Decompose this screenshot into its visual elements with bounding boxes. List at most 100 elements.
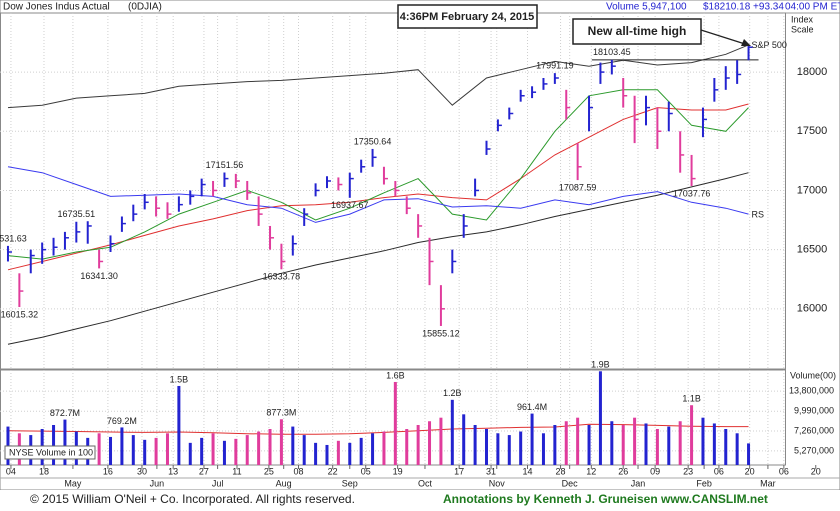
x-tick-label: 06 (714, 466, 724, 476)
volume-bar (530, 413, 534, 465)
volume-bar (382, 431, 386, 465)
volume-bar (371, 433, 375, 465)
y-tick-label: 18000 (797, 66, 828, 78)
x-tick-label: Jan (631, 478, 646, 488)
volume-label: 1.2B (443, 388, 462, 398)
x-tick-label: 22 (328, 466, 338, 476)
volume-bar (222, 440, 226, 465)
volume-bar (393, 381, 397, 465)
y-tick-label: 17000 (797, 184, 828, 196)
low-label: 16341.30 (80, 271, 118, 281)
x-tick-label: Mar (760, 478, 776, 488)
high-label: 17991.19 (536, 60, 574, 70)
volume-bar (747, 443, 751, 465)
volume-bar (553, 424, 557, 465)
volume-bar (473, 424, 477, 465)
timestamp: 4:36PM February 24, 2015 (400, 11, 535, 23)
x-tick-label: 26 (618, 466, 628, 476)
volume-bar (621, 424, 625, 465)
volume-label: 1.5B (170, 374, 189, 384)
volume-bar (211, 433, 215, 465)
x-tick-label: 13 (168, 466, 178, 476)
low-label: 16333.78 (263, 272, 301, 282)
volume-bar (541, 433, 545, 465)
volume-bar (644, 423, 648, 465)
volume-bar (712, 423, 716, 465)
volume-bar (724, 429, 728, 465)
price-panel (0, 12, 786, 370)
volume-bar (120, 427, 124, 465)
annotation-arrow (700, 29, 746, 45)
volume-bar (598, 371, 602, 465)
volume-bar (52, 424, 56, 465)
volume-bar (701, 417, 705, 465)
timestamp-box (397, 4, 538, 29)
volume-bar (439, 417, 443, 465)
volume-label: 1.9B (591, 360, 610, 370)
credit: Annotations by Kenneth J. Gruneisen www.… (443, 492, 768, 506)
volume-bar (690, 405, 694, 465)
frame (0, 0, 840, 491)
volume-bar (564, 421, 568, 465)
volume-bar (268, 429, 272, 465)
x-tick-label: Jun (150, 478, 165, 488)
x-tick-label: 30 (137, 466, 147, 476)
volume-bar (291, 426, 295, 465)
volume-bar (610, 421, 614, 465)
price-text: $18210.18 +93.34 (703, 2, 784, 13)
x-tick-label: Sep (342, 478, 358, 488)
scale-label: Index (791, 14, 814, 24)
volume-bar (678, 421, 682, 465)
volume-bar (507, 435, 511, 465)
volume-bar (165, 433, 169, 465)
x-tick-label: Nov (489, 478, 506, 488)
low-label: 17087.59 (559, 182, 597, 192)
x-tick-label: 17 (454, 466, 464, 476)
volume-tick-label: 7,260,000 (794, 425, 834, 435)
y-tick-label: 16500 (797, 244, 828, 256)
x-tick-label: Oct (418, 478, 433, 488)
x-tick-label: Aug (276, 478, 292, 488)
high-label: 17350.64 (354, 136, 392, 146)
x-tick-label: 18 (39, 466, 49, 476)
x-tick-label: Jul (212, 478, 224, 488)
overlay-line (7, 166, 749, 223)
volume-label: 769.2M (107, 416, 137, 426)
y-tick-label: 16000 (797, 303, 828, 315)
volume-bar (655, 429, 659, 465)
volume-tick-label: 9,990,000 (794, 406, 834, 416)
volume-bar (416, 424, 420, 465)
x-tick-label: 20 (745, 466, 755, 476)
volume-bar (519, 431, 523, 465)
overlay-line (7, 44, 749, 109)
volume-bar (177, 385, 181, 465)
footer (0, 490, 840, 511)
low-label: 17037.76 (673, 188, 711, 198)
volume-bar (314, 442, 318, 465)
volume-label: 872.7M (50, 408, 80, 418)
volume-bar (200, 437, 204, 465)
volume-bar (484, 429, 488, 465)
x-tick-label: 20 (811, 466, 821, 476)
volume-bar (450, 399, 454, 465)
volume-label: 877.3M (266, 408, 296, 418)
volume-bar (496, 433, 500, 465)
volume-label: 1.6B (386, 370, 405, 380)
overlay-line (7, 89, 749, 260)
high-label: 17151.56 (206, 160, 244, 170)
x-tick-label: 05 (361, 466, 371, 476)
low-label: 16015.32 (1, 309, 39, 319)
time-text: 04:00 PM ET (785, 2, 840, 13)
x-tick-label: 08 (293, 466, 303, 476)
volume-bar (667, 426, 671, 465)
volume-legend-box (4, 445, 96, 460)
volume-tick-label: 13,800,000 (789, 386, 834, 396)
overlay-label: RS (752, 209, 765, 219)
volume-tick-label: 5,270,000 (794, 445, 834, 455)
overlay-label: S&P 500 (752, 40, 787, 50)
low-label: 16937.67 (331, 200, 369, 210)
volume-bar (405, 429, 409, 465)
volume-bar (97, 433, 101, 465)
volume-bar (154, 437, 158, 465)
